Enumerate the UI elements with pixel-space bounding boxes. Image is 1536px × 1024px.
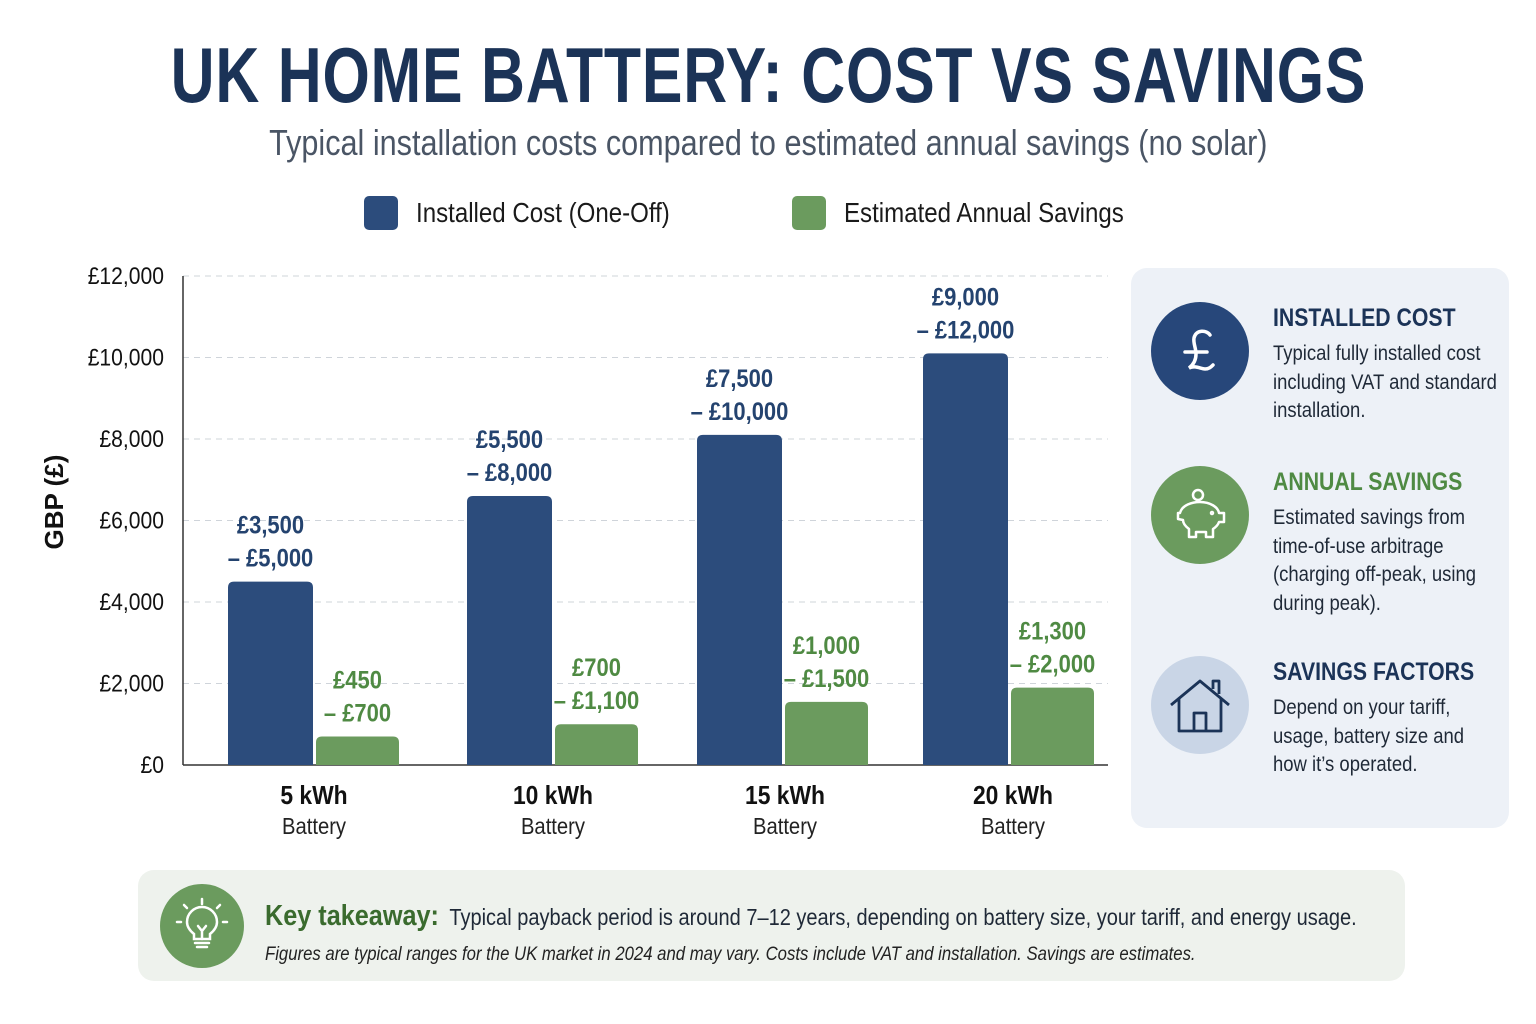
legend-label-savings: Estimated Annual Savings: [844, 197, 1124, 228]
takeaway-line: Key takeaway: Typical payback period is a…: [265, 900, 1357, 933]
card-description: Depend on your tariff, usage, battery si…: [1273, 696, 1465, 776]
legend: Installed Cost (One-Off) Estimated Annua…: [364, 196, 1169, 230]
x-tick-sublabel: Battery: [753, 813, 817, 840]
legend-label-cost: Installed Cost (One-Off): [416, 197, 670, 228]
data-label: £7,500: [706, 365, 773, 393]
data-label: £9,000: [932, 283, 999, 311]
takeaway-label: Key takeaway:: [265, 900, 439, 932]
bar-chart: £0 £2,000 £4,000 £6,000 £8,000 £10,000 £12,000…: [39, 263, 1108, 840]
data-label: – £8,000: [467, 459, 553, 487]
data-label: £700: [572, 654, 621, 682]
legend-swatch-savings: [792, 196, 826, 230]
card-title: INSTALLED COST: [1273, 304, 1456, 332]
bar-installed-cost: [228, 581, 313, 765]
data-label: – £1,100: [554, 687, 640, 715]
y-tick-label: £10,000: [88, 344, 164, 371]
title-text: UK HOME BATTERY: COST VS SAVINGS: [170, 31, 1366, 119]
bar-installed-cost: [467, 496, 552, 765]
y-tick-label: £8,000: [99, 426, 164, 453]
x-tick-sublabel: Battery: [521, 813, 585, 840]
data-label: £1,300: [1019, 617, 1086, 645]
takeaway-text: Typical payback period is around 7–12 ye…: [449, 904, 1357, 930]
page-subtitle: Typical installation costs compared to e…: [0, 122, 1536, 164]
card-description: Estimated savings from time-of-use arbit…: [1273, 506, 1477, 615]
data-label: – £700: [324, 699, 391, 727]
data-label: – £12,000: [917, 316, 1015, 344]
x-tick-sublabel: Battery: [282, 813, 346, 840]
y-tick-label: £0: [141, 752, 164, 779]
y-tick-label: £6,000: [99, 507, 164, 534]
data-label: – £10,000: [691, 398, 789, 426]
data-label: £1,000: [793, 632, 860, 660]
bar-installed-cost: [697, 434, 782, 765]
takeaway-footnote: Figures are typical ranges for the UK ma…: [265, 944, 1196, 965]
x-tick-label: 5 kWh: [280, 782, 347, 811]
subtitle-text: Typical installation costs compared to e…: [268, 122, 1268, 163]
key-takeaway-box: Key takeaway: Typical payback period is a…: [138, 870, 1405, 981]
bar-installed-cost: [923, 353, 1008, 765]
x-tick-sublabel: Battery: [981, 813, 1045, 840]
y-axis-label: GBP (£): [39, 455, 69, 550]
bar-annual-savings: [785, 701, 868, 765]
legend-swatch-cost: [364, 196, 398, 230]
card-title: SAVINGS FACTORS: [1273, 658, 1475, 686]
data-label: – £1,500: [784, 665, 870, 693]
pound-icon: [1151, 302, 1249, 400]
info-panel: INSTALLED COST Typical fully installed c…: [1131, 268, 1509, 828]
y-tick-label: £4,000: [99, 589, 164, 616]
page-title: UK HOME BATTERY: COST VS SAVINGS: [0, 30, 1536, 121]
y-tick-label: £12,000: [88, 263, 164, 290]
y-tick-label: £2,000: [99, 670, 164, 697]
house-icon: [1151, 656, 1249, 754]
bar-annual-savings: [1011, 687, 1094, 765]
bar-annual-savings: [316, 736, 399, 765]
data-label: – £5,000: [228, 544, 314, 572]
x-tick-label: 15 kWh: [745, 782, 825, 811]
piggy-bank-icon: [1151, 466, 1249, 564]
data-label: £3,500: [237, 511, 304, 539]
card-description: Typical fully installed cost including V…: [1273, 342, 1497, 422]
data-label: £5,500: [476, 426, 543, 454]
lightbulb-icon: [160, 884, 244, 968]
data-label: – £2,000: [1010, 650, 1096, 678]
data-label: £450: [333, 666, 382, 694]
card-title: ANNUAL SAVINGS: [1273, 468, 1463, 496]
x-tick-label: 20 kWh: [973, 782, 1053, 811]
x-tick-label: 10 kWh: [513, 782, 593, 811]
bar-annual-savings: [555, 724, 638, 765]
